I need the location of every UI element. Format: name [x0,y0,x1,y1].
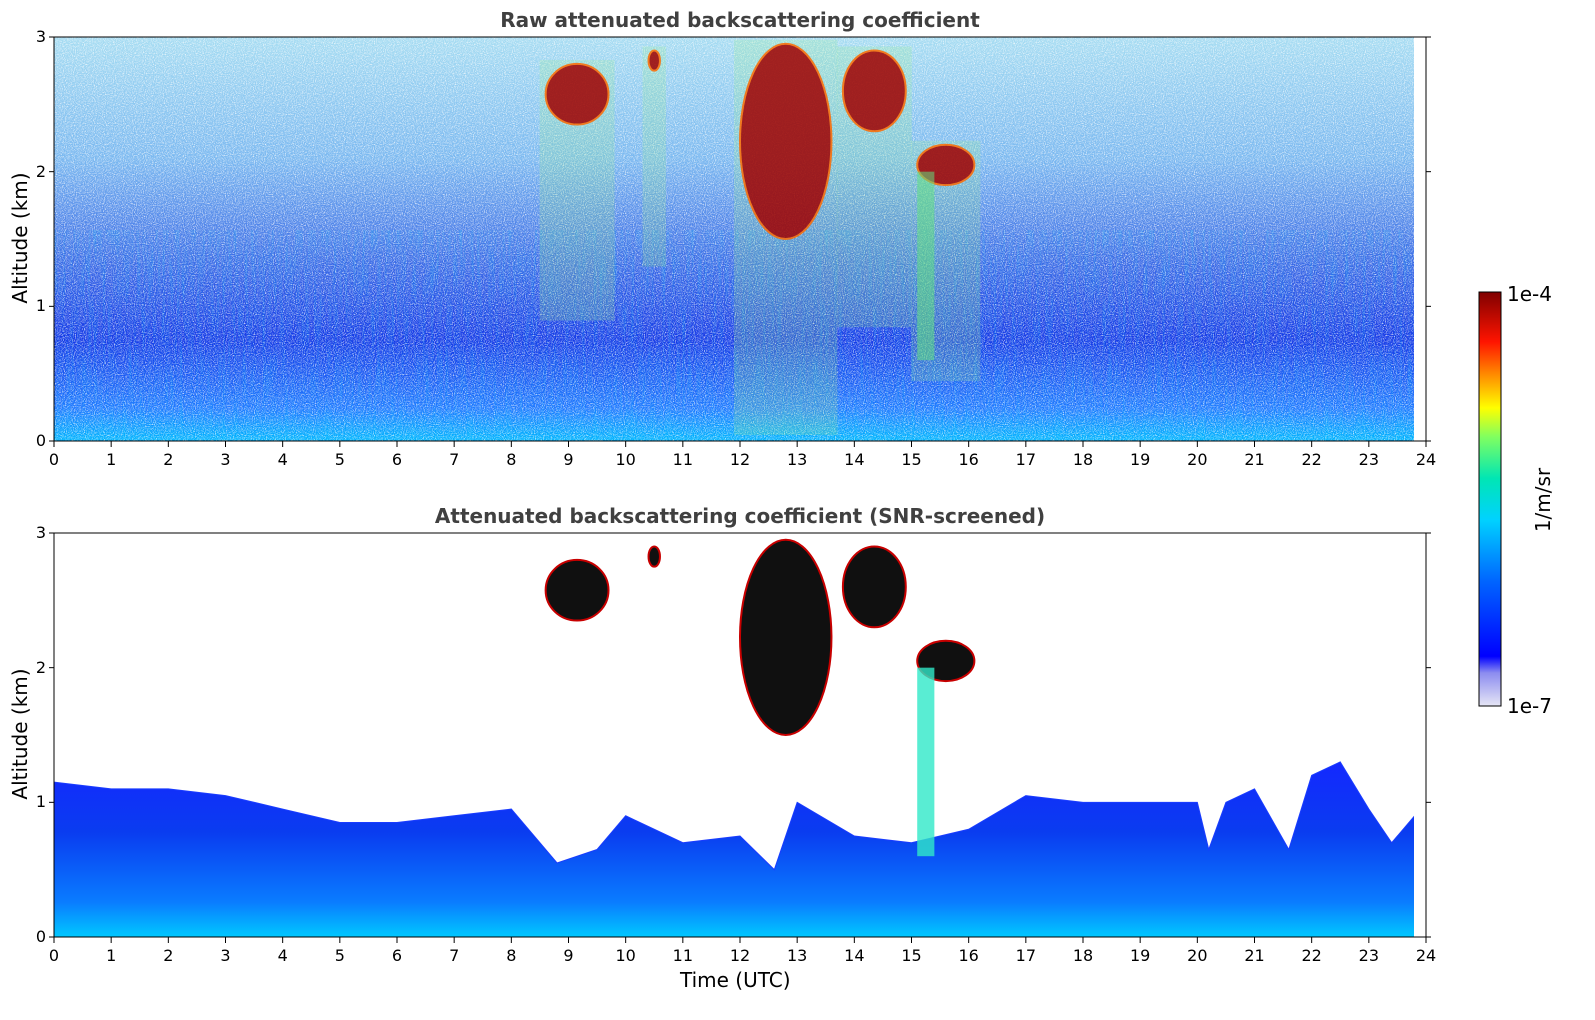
x-tick-label: 13 [786,450,808,469]
x-tick-label: 23 [1358,450,1379,469]
precipitation-shaft [917,171,935,361]
cloud-layer [739,42,833,240]
x-tick-label: 13 [786,946,808,965]
x-tick-label: 17 [1015,946,1036,965]
cloud-layer [841,545,907,629]
x-tick-label: 11 [672,946,693,965]
y-tick-label: 2 [35,657,46,677]
x-tick-label: 19 [1129,450,1151,469]
x-tick-label: 4 [277,450,288,469]
x-tick-label: 10 [615,450,636,469]
x-tick-label: 15 [901,450,922,469]
virga-halo [642,46,666,267]
x-tick-label: 5 [334,946,345,965]
y-tick-label: 0 [35,431,46,450]
bottom-chart-title: Attenuated backscattering coefficient (S… [434,504,1046,528]
y-tick-label: 1 [35,296,46,316]
x-tick-label: 1 [106,450,117,469]
x-tick-label: 14 [844,946,865,965]
x-tick-label: 21 [1244,946,1265,965]
bottom-chart-xlabel: Time (UTC) [680,968,791,992]
precipitation-shaft [917,667,935,857]
x-tick-label: 0 [48,946,60,965]
bottom-heatmap [54,533,1426,937]
colorbar-min-label: 1e-7 [1507,694,1552,718]
cloud-layer [647,545,661,568]
x-tick-label: 19 [1129,946,1151,965]
x-tick-label: 17 [1015,450,1036,469]
x-tick-label: 8 [506,450,517,469]
x-tick-label: 14 [844,450,865,469]
x-tick-label: 6 [391,450,403,469]
x-tick-label: 2 [163,450,174,469]
x-tick-label: 7 [449,450,460,469]
x-tick-label: 23 [1358,946,1379,965]
x-tick-label: 1 [106,946,117,965]
x-tick-label: 24 [1415,450,1437,469]
x-tick-label: 7 [449,946,460,965]
x-tick-label: 16 [958,450,979,469]
cloud-layer [647,49,661,72]
x-tick-label: 3 [220,450,231,469]
x-tick-label: 4 [277,946,288,965]
colorbar-max-label: 1e-4 [1507,282,1552,306]
y-tick-label: 3 [35,523,46,542]
colorbar [1478,291,1502,707]
y-tick-label: 3 [35,27,46,46]
x-tick-label: 20 [1187,946,1208,965]
x-tick-label: 10 [615,946,636,965]
x-tick-label: 12 [729,450,751,469]
y-tick-label: 1 [35,792,46,812]
x-tick-label: 18 [1072,450,1094,469]
y-tick-label: 0 [35,927,46,946]
x-tick-label: 15 [901,946,922,965]
x-tick-label: 9 [563,450,574,469]
x-tick-label: 3 [220,946,231,965]
x-tick-label: 5 [334,450,345,469]
x-tick-label: 11 [672,450,693,469]
x-tick-label: 21 [1244,450,1265,469]
cloud-layer [544,62,610,126]
x-tick-label: 16 [958,946,979,965]
y-tick-label: 2 [35,161,46,181]
x-tick-label: 22 [1301,450,1322,469]
x-tick-label: 6 [391,946,403,965]
x-tick-label: 2 [163,946,174,965]
cloud-layer [739,538,833,736]
x-tick-label: 0 [48,450,60,469]
top-heatmap [54,37,1426,441]
x-tick-label: 8 [506,946,517,965]
x-tick-label: 24 [1415,946,1437,965]
boundary-layer-signal [54,761,1416,937]
top-chart-title: Raw attenuated backscattering coefficien… [500,8,980,32]
x-tick-label: 22 [1301,946,1322,965]
x-tick-label: 9 [563,946,574,965]
x-tick-label: 20 [1187,450,1208,469]
cloud-layer [544,558,610,622]
x-tick-label: 12 [729,946,751,965]
colorbar-units-label: 1/m/sr [1531,467,1555,533]
x-tick-label: 18 [1072,946,1094,965]
cloud-layer [841,49,907,133]
